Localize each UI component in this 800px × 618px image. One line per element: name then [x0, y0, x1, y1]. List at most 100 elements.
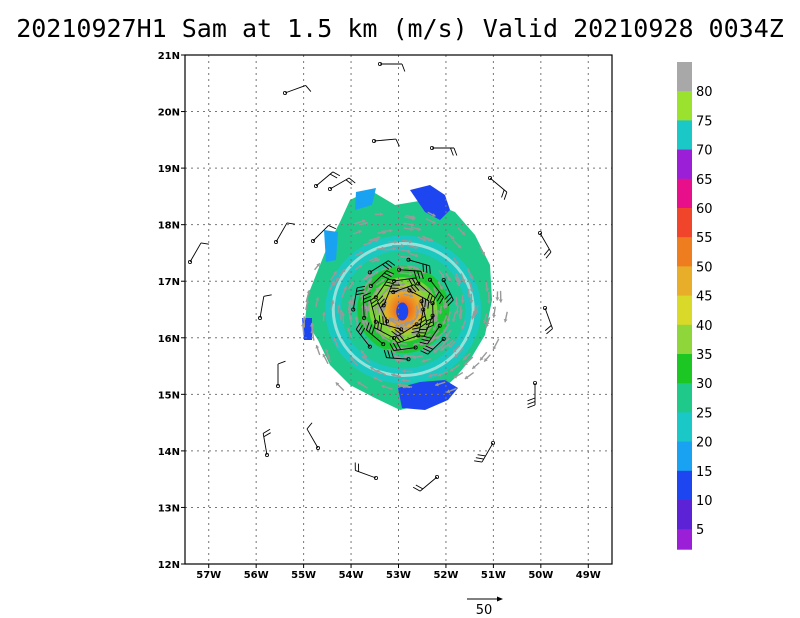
- wind-vector-head: [464, 361, 468, 366]
- barb-station: [368, 283, 373, 288]
- wind-vector-head: [384, 288, 389, 293]
- colorbar-label: 30: [696, 377, 713, 392]
- barb-station: [381, 342, 386, 347]
- lat-label: 13N: [158, 503, 180, 514]
- barb-shaft: [539, 232, 552, 253]
- barb-feather: [382, 316, 384, 325]
- barb-feather: [365, 322, 370, 331]
- barb-feather: [383, 349, 387, 358]
- wind-barb: [441, 278, 454, 307]
- wind-vector-head: [411, 331, 416, 335]
- wind-vector-head: [483, 319, 487, 324]
- barb-feather: [413, 284, 420, 292]
- wind-vector-head: [395, 358, 399, 363]
- barb-station: [414, 322, 419, 327]
- wind-vector-head: [310, 329, 315, 334]
- wind-vector-head: [443, 329, 447, 333]
- colorbar-label: 60: [696, 202, 713, 217]
- wind-vector-head: [375, 287, 379, 292]
- barb-station: [367, 344, 372, 349]
- wind-vector-head: [305, 299, 310, 303]
- wind-vector-head: [350, 281, 354, 286]
- barb-shaft: [383, 284, 393, 306]
- barb-feather: [200, 242, 209, 245]
- barb-station: [437, 323, 442, 328]
- barb-feather: [425, 264, 428, 273]
- wind-vector-head: [442, 321, 447, 325]
- wind-vector-head: [403, 326, 408, 331]
- wind-vector-head: [310, 322, 315, 326]
- wind-vector-head: [469, 288, 474, 292]
- lat-label: 17N: [158, 277, 180, 288]
- wind-barb: [428, 277, 444, 305]
- colorbar-label: 35: [696, 348, 713, 363]
- wind-vector-head: [373, 305, 378, 309]
- barb-feather: [503, 191, 508, 200]
- barb-feather: [348, 177, 356, 184]
- wind-vector-head: [401, 282, 406, 287]
- barb-feather: [429, 265, 431, 274]
- barb-feather: [413, 270, 417, 279]
- barb-station: [487, 175, 492, 180]
- barb-feather: [332, 171, 341, 177]
- reference-vector-label: 50: [476, 603, 493, 618]
- colorbar-segment: [677, 178, 692, 209]
- barb-station: [327, 186, 332, 191]
- barb-feather: [420, 322, 428, 328]
- barb-feather: [422, 347, 431, 353]
- wind-vector-head: [361, 219, 366, 224]
- barb-feather: [429, 295, 433, 304]
- colorbar-label: 45: [696, 290, 713, 305]
- barb-feather: [412, 486, 421, 492]
- wind-vector-head: [453, 374, 458, 379]
- barb-feather: [378, 315, 381, 324]
- wind-vector-head: [354, 316, 359, 320]
- wind-vector-head: [347, 300, 352, 304]
- wind-barb: [389, 342, 418, 352]
- lon-label: 50W: [528, 570, 553, 581]
- barb-shaft: [373, 138, 396, 142]
- swath-area: [398, 380, 458, 410]
- colorbar-segment: [677, 149, 692, 180]
- barb-feather: [277, 360, 286, 365]
- barb-shaft: [419, 476, 438, 492]
- barb-shaft: [369, 260, 389, 273]
- wind-vector-head: [376, 369, 380, 374]
- lon-label: 57W: [196, 570, 221, 581]
- wind-vector-head: [469, 275, 473, 280]
- barb-station: [538, 230, 543, 235]
- wind-barb: [313, 171, 341, 188]
- barb-feather: [386, 281, 395, 285]
- wind-barb: [362, 292, 372, 320]
- barb-shaft: [427, 325, 441, 345]
- wind-barb: [383, 349, 411, 362]
- wind-vector-head: [393, 332, 397, 337]
- barb-feather: [412, 327, 421, 330]
- wind-vector-head: [394, 239, 398, 244]
- barb-shaft: [429, 279, 444, 298]
- barb-station: [428, 277, 433, 282]
- colorbar-label: 15: [696, 465, 713, 480]
- wind-vector-head: [375, 329, 380, 333]
- wind-barb: [351, 285, 366, 312]
- barb-shaft: [370, 300, 377, 322]
- barb-feather: [447, 299, 454, 307]
- wind-vector-head: [333, 337, 338, 342]
- lon-label: 49W: [576, 570, 601, 581]
- wind-vector-head: [461, 231, 465, 235]
- colorbar-label: 80: [696, 85, 713, 100]
- wind-vector-head: [457, 244, 462, 249]
- wind-vector-head: [322, 353, 327, 358]
- wind-vector-head: [413, 327, 418, 331]
- colorbar-segment: [677, 529, 692, 550]
- wind-vector-head: [454, 353, 459, 358]
- wind-vector-head: [340, 312, 345, 316]
- barb-shaft: [432, 303, 434, 326]
- barb-station: [407, 288, 412, 293]
- wind-vector-head: [414, 245, 418, 250]
- colorbar-label: 65: [696, 173, 713, 188]
- wind-vector-head: [302, 316, 307, 320]
- wind-barb: [425, 301, 435, 329]
- longitude-labels: 57W 56W 55W 54W 53W 52W 51W 50W 49W: [196, 564, 601, 581]
- barb-feather: [427, 300, 430, 309]
